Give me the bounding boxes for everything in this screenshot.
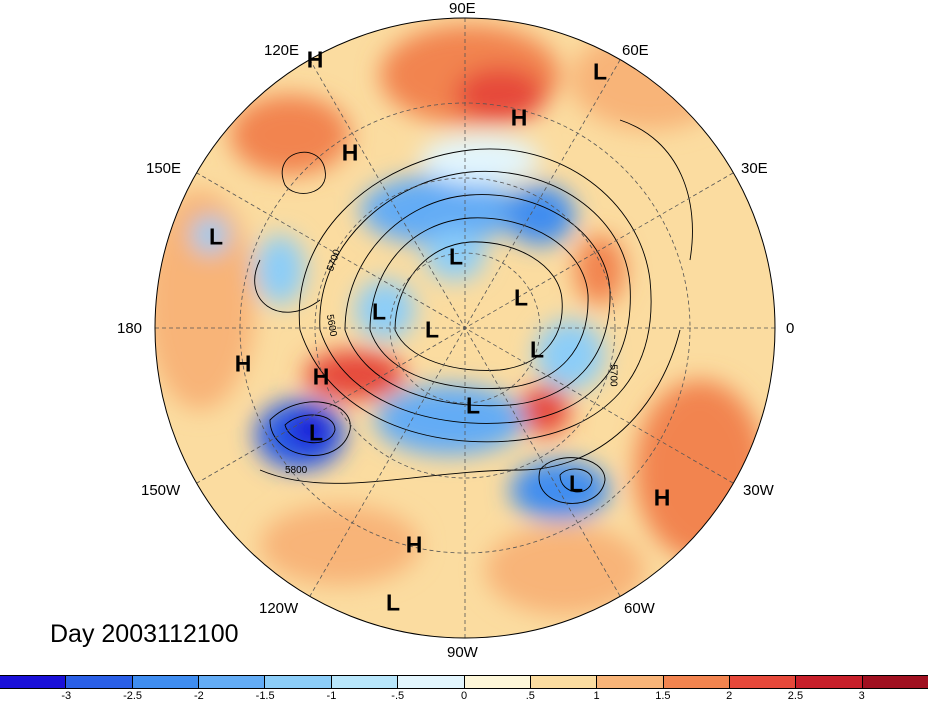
colorbar-segment — [66, 676, 133, 688]
colorbar-tick-label: 3 — [858, 690, 865, 702]
date-title: Day 2003112100 — [50, 620, 239, 648]
colorbar-segment — [0, 676, 67, 688]
colorbar-tick-label: -1 — [326, 690, 337, 702]
colorbar-tick-label: 1.5 — [655, 690, 671, 702]
pressure-center-label: L — [529, 336, 545, 363]
pressure-center-label: L — [513, 284, 529, 311]
colorbar — [0, 675, 928, 689]
pressure-center-label: L — [568, 470, 584, 497]
colorbar-segment — [199, 676, 266, 688]
pressure-center-label: L — [308, 419, 324, 446]
pressure-center-label: H — [405, 531, 423, 558]
colorbar-segment — [796, 676, 863, 688]
pressure-center-label: L — [465, 392, 481, 419]
colorbar-segment — [862, 676, 928, 688]
colorbar-segment — [530, 676, 598, 688]
lon-label-120e: 120E — [264, 42, 300, 59]
colorbar-tick-label: -.5 — [391, 690, 405, 702]
contour-label: 5700 — [607, 364, 619, 387]
colorbar-segment — [597, 676, 664, 688]
lon-label-120w: 120W — [259, 600, 299, 617]
map-boundary — [154, 17, 776, 639]
pressure-center-label: H — [510, 104, 528, 131]
colorbar-segment — [729, 676, 797, 688]
height-contours — [254, 119, 693, 504]
colorbar-segment — [663, 676, 730, 688]
pressure-center-label: L — [424, 316, 440, 343]
colorbar-tick-label: 2 — [726, 690, 733, 702]
contour-label: 5800 — [285, 465, 308, 476]
colorbar-tick-label: 1 — [593, 690, 600, 702]
colorbar-segment — [265, 676, 332, 688]
pressure-center-label: L — [371, 298, 387, 325]
colorbar-segment — [132, 676, 200, 688]
lon-label-90w: 90W — [447, 644, 478, 661]
lon-label-90e: 90E — [449, 0, 476, 17]
lon-label-60e: 60E — [622, 42, 649, 59]
pressure-center-label: L — [385, 589, 401, 616]
pressure-center-label: L — [448, 243, 464, 270]
lon-label-30w: 30W — [743, 482, 774, 499]
pressure-center-label: H — [312, 363, 330, 390]
colorbar-segment — [331, 676, 399, 688]
lon-label-30e: 30E — [741, 160, 768, 177]
lon-label-0: 0 — [786, 320, 795, 337]
colorbar-tick-label: 0 — [460, 690, 468, 702]
colorbar-tick-label: -1.5 — [255, 690, 275, 702]
pressure-center-label: H — [306, 46, 324, 73]
colorbar-tick-label: -3 — [61, 690, 72, 702]
colorbar-tick-label: -2 — [193, 690, 204, 702]
pressure-center-label: H — [341, 139, 359, 166]
pressure-center-label: L — [592, 58, 608, 85]
pressure-center-label: H — [234, 350, 252, 377]
anomaly-field — [155, 18, 775, 638]
graticule — [155, 18, 775, 638]
colorbar-segment — [464, 676, 531, 688]
colorbar-tick-label: -2.5 — [123, 690, 143, 702]
colorbar-segment — [398, 676, 465, 688]
lon-label-150w: 150W — [141, 482, 181, 499]
colorbar-tick-label: 2.5 — [787, 690, 804, 702]
lon-label-180: 180 — [117, 320, 143, 337]
pressure-center-label: H — [653, 484, 671, 511]
colorbar-tick-label: .5 — [525, 690, 535, 702]
lon-label-150e: 150E — [146, 160, 182, 177]
lon-label-60w: 60W — [624, 600, 655, 617]
pressure-center-label: L — [208, 223, 224, 250]
